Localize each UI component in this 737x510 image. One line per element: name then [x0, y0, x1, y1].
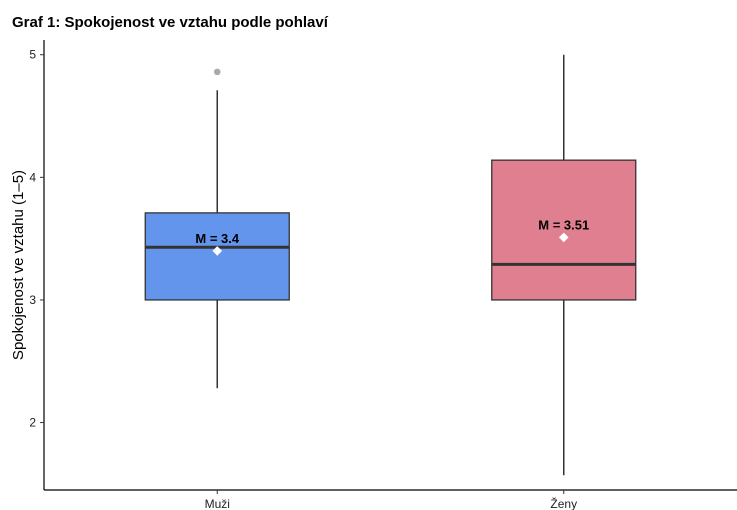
y-tick-label: 5: [29, 48, 36, 62]
y-tick-label: 3: [29, 293, 36, 307]
outlier-point: [213, 68, 221, 76]
y-tick-label: 2: [29, 416, 36, 430]
mean-marker: [558, 232, 569, 243]
y-tick-label: 4: [29, 170, 36, 184]
mean-label: M = 3.51: [538, 217, 589, 232]
box-2: [491, 159, 637, 301]
chart-title: Graf 1: Spokojenost ve vztahu podle pohl…: [12, 14, 329, 31]
x-tick-label: Muži: [205, 497, 230, 510]
mean-marker: [212, 246, 223, 256]
mean-label: M = 3.4: [195, 231, 239, 246]
plot-area: 2 3 4 5 M = 3.4 Muži M = 3.51 Ženy: [29, 40, 737, 510]
y-axis-label: Spokojenost ve vztahu (1–5): [10, 170, 27, 360]
box-1: [144, 212, 290, 301]
x-tick-label: Ženy: [550, 496, 577, 510]
